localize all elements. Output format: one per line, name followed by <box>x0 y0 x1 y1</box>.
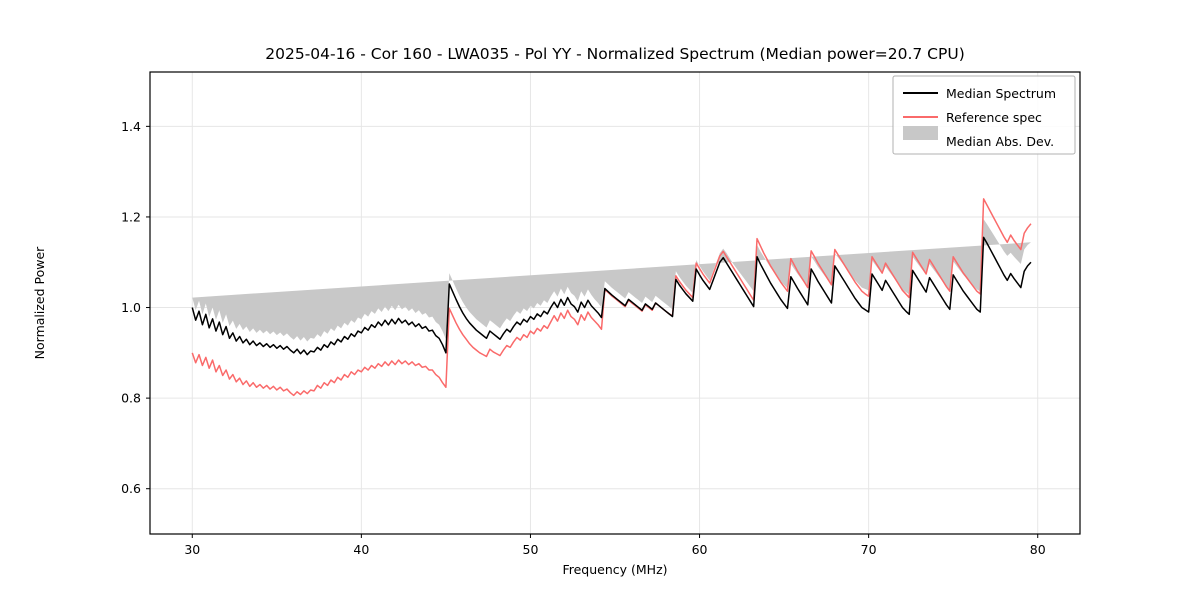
median-abs-dev-band <box>192 219 1031 342</box>
svg-text:1.2: 1.2 <box>121 209 141 224</box>
legend-label-reference: Reference spec <box>946 110 1042 125</box>
svg-text:50: 50 <box>523 542 539 557</box>
svg-text:60: 60 <box>692 542 708 557</box>
svg-text:1.4: 1.4 <box>121 119 141 134</box>
y-axis-ticks: 0.6 0.8 1.0 1.2 1.4 <box>121 119 150 496</box>
svg-text:70: 70 <box>861 542 877 557</box>
svg-text:0.8: 0.8 <box>121 391 141 406</box>
legend-swatch-band <box>903 126 938 140</box>
legend-label-median: Median Spectrum <box>946 86 1056 101</box>
chart-title: 2025-04-16 - Cor 160 - LWA035 - Pol YY -… <box>265 45 965 63</box>
legend-label-band: Median Abs. Dev. <box>946 134 1054 149</box>
svg-text:1.0: 1.0 <box>121 300 141 315</box>
x-axis-label: Frequency (MHz) <box>562 562 667 577</box>
x-axis-ticks: 30 40 50 60 70 80 <box>184 534 1046 557</box>
y-axis-label: Normalized Power <box>32 246 47 360</box>
svg-text:30: 30 <box>184 542 200 557</box>
chart-legend[interactable]: Median Spectrum Reference spec Median Ab… <box>892 75 1076 155</box>
plot-border <box>149 71 1081 535</box>
svg-text:40: 40 <box>353 542 369 557</box>
legend-background <box>892 75 1076 155</box>
y-gridlines <box>150 125 1080 490</box>
spectrum-series-group <box>191 198 1032 397</box>
svg-text:80: 80 <box>1030 542 1046 557</box>
svg-text:0.6: 0.6 <box>121 481 141 496</box>
